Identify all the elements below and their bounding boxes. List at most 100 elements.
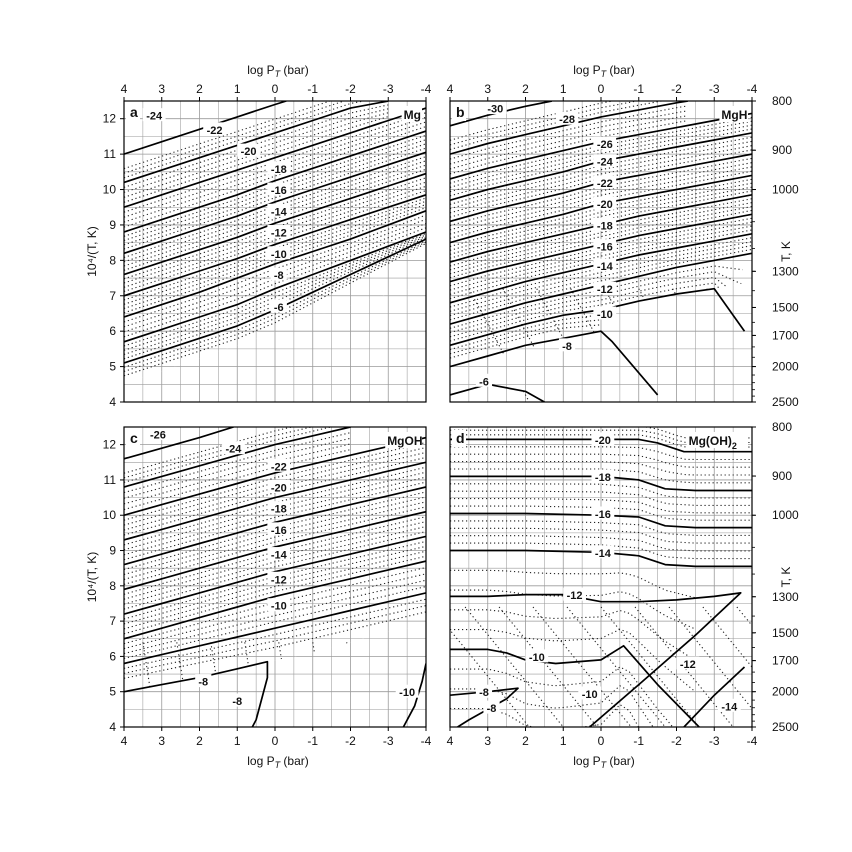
contour-label-bg — [267, 522, 291, 536]
contour-label-bg — [267, 458, 291, 472]
contour-labels-d: -20 -18 -16 -14 -12 -10 -10 -8 -8 -12 -14 — [475, 432, 741, 715]
contour-label: -14 — [271, 206, 288, 218]
contour-label: -12 — [271, 574, 287, 586]
x-tick-label: -4 — [421, 734, 432, 748]
minor-contour — [450, 145, 752, 214]
y-tick-label: 6 — [109, 649, 116, 663]
minor-contour — [124, 125, 426, 228]
contour-label: -26 — [150, 430, 166, 442]
x-tick-label: -2 — [671, 82, 682, 96]
minor-contour — [124, 242, 426, 377]
y-right-tick-label: 800 — [772, 420, 792, 434]
contour-label-bg — [563, 587, 586, 601]
minor-contour — [124, 181, 426, 284]
contour-label-bg — [267, 246, 291, 260]
x-tick-label: 0 — [598, 734, 605, 748]
contour-line — [124, 486, 426, 566]
panel-letter-bg — [452, 430, 466, 447]
contour-label: -10 — [597, 309, 613, 321]
contour-line — [124, 592, 426, 665]
minor-contour — [450, 461, 752, 476]
y-tick-label: 5 — [109, 360, 116, 374]
contour-label-bg — [483, 700, 500, 714]
x-tick-label: 1 — [560, 82, 567, 96]
contour-label-bg — [142, 108, 166, 122]
panel-c: -26-24-22-20-18-16-14-12-10-8-8-10c MgOH4… — [85, 426, 432, 770]
minor-contour — [450, 221, 752, 291]
x-tick-label: 1 — [234, 734, 241, 748]
minor-contour — [124, 550, 426, 630]
x-tick-label: 0 — [272, 82, 279, 96]
minor-contour — [450, 140, 752, 210]
minor-contour — [450, 569, 696, 599]
y-right-tick-label: 800 — [772, 94, 792, 108]
minor-contour — [450, 589, 696, 630]
minor-contour — [450, 498, 752, 514]
minor-contour — [124, 530, 426, 610]
contour-line — [124, 193, 426, 297]
species-label-bg — [401, 106, 422, 122]
y-tick-label: 9 — [109, 544, 116, 558]
minor-contour — [450, 666, 674, 727]
contour-label: -8 — [479, 687, 489, 699]
panel-letter-bg — [452, 104, 466, 121]
y-right-tick-label: 1300 — [772, 590, 799, 604]
y-tick-label: 4 — [109, 720, 116, 734]
contour-label: -10 — [271, 249, 287, 261]
minor-contour — [450, 128, 752, 197]
contour-label: -20 — [597, 199, 613, 211]
x-tick-label: -3 — [383, 734, 394, 748]
contour-label-bg — [222, 441, 245, 455]
y-tick-label: 7 — [109, 614, 116, 628]
x-tick-label: -4 — [421, 82, 432, 96]
species-label-bg — [719, 106, 748, 122]
minor-contour — [450, 629, 530, 727]
minor-contour — [450, 628, 696, 693]
contour-label-bg — [270, 267, 287, 281]
y-right-tick-label: 1700 — [772, 654, 799, 668]
contour-label-bg — [593, 306, 617, 320]
minor-contour — [124, 190, 426, 293]
contour-line — [450, 438, 752, 453]
contour-label: -12 — [567, 590, 583, 602]
contour-label: -20 — [241, 146, 257, 158]
contour-label: -30 — [487, 104, 503, 116]
x-tick-label: -2 — [345, 82, 356, 96]
minor-contour — [450, 453, 752, 468]
minor-contour — [450, 244, 752, 317]
minor-contour — [124, 168, 426, 271]
minor-contour — [566, 606, 666, 727]
contour-label: -8 — [274, 270, 284, 282]
contour-line — [124, 107, 426, 209]
panel-b: -30-28-26-24-22-20-18-16-14-12-10-8-6b Mg… — [447, 63, 799, 409]
y-tick-label: 10 — [103, 183, 117, 197]
minor-contour — [450, 186, 752, 255]
contour-label: -16 — [271, 525, 287, 537]
x-tick-label: -1 — [633, 82, 644, 96]
minor-contour — [124, 156, 426, 259]
contour-label-bg — [591, 432, 615, 446]
contour-line — [124, 151, 426, 255]
minor-contour — [450, 105, 686, 160]
species-label: MgOH — [387, 434, 422, 448]
contour-label-bg — [195, 674, 212, 688]
y-right-tick-label: 1700 — [772, 328, 799, 342]
contour-label: -20 — [595, 435, 611, 447]
minor-contour — [124, 185, 426, 288]
major-contours-d — [450, 438, 752, 727]
minor-contour — [450, 136, 752, 205]
y-tick-label: 12 — [103, 112, 117, 126]
contour-label-bg — [267, 480, 291, 493]
y-right-tick-label: 2000 — [772, 360, 799, 374]
x-tick-label: -1 — [633, 734, 644, 748]
contour-line — [450, 383, 545, 402]
minor-contour — [124, 241, 426, 373]
contour-line — [124, 436, 426, 517]
y-tick-label: 10 — [103, 508, 117, 522]
panel-letter: b — [456, 104, 465, 120]
x-axis-title: log PT (bar) — [247, 63, 309, 79]
y-right-tick-label: 2000 — [772, 685, 799, 699]
minor-contour — [450, 124, 752, 193]
